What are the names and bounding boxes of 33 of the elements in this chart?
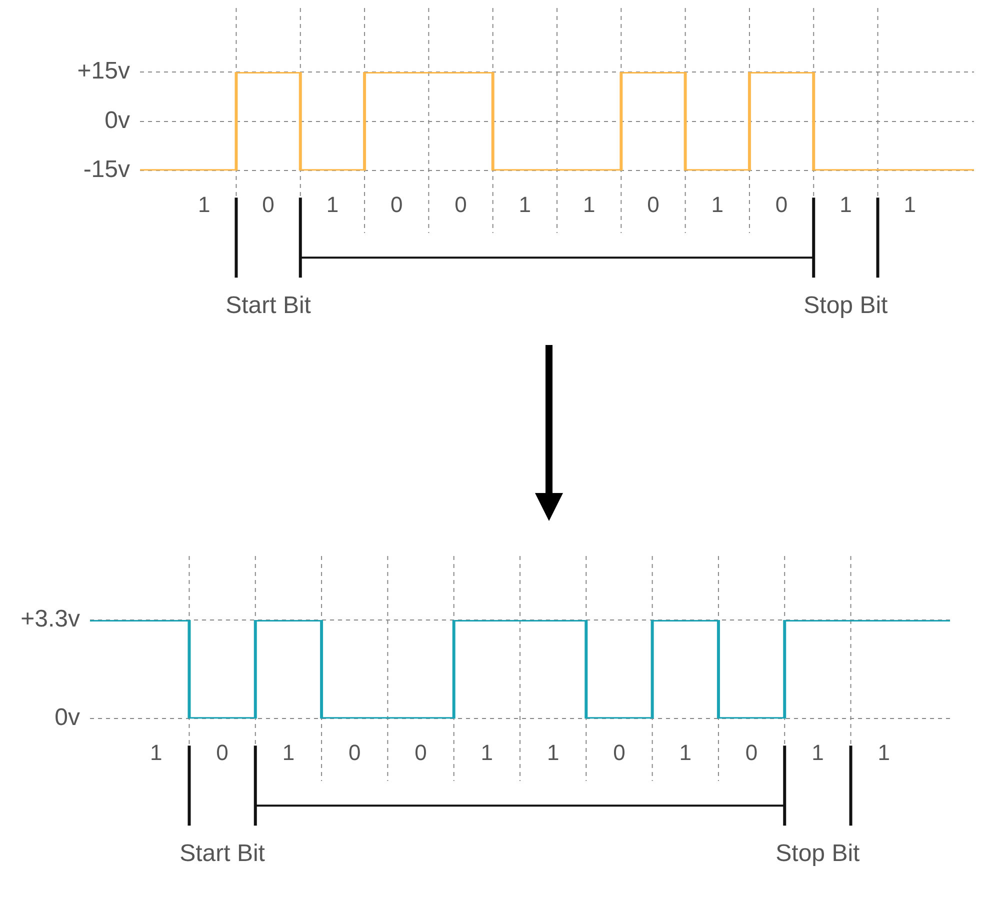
x-tick-label: 0 bbox=[414, 740, 427, 765]
x-tick-label: 0 bbox=[775, 192, 788, 217]
y-tick-label: -15v bbox=[83, 156, 130, 184]
x-tick-label: 1 bbox=[904, 192, 916, 217]
x-tick-label: 1 bbox=[679, 740, 692, 765]
x-tick-label: 1 bbox=[812, 740, 824, 765]
text: Start Bit bbox=[178, 840, 266, 868]
x-tick-label: 0 bbox=[647, 192, 660, 217]
x-tick-label: 1 bbox=[198, 192, 210, 217]
x-tick-label: 0 bbox=[745, 740, 758, 765]
x-tick-label: 1 bbox=[582, 192, 596, 217]
x-tick-label: 1 bbox=[480, 740, 494, 765]
text: Stop Bit bbox=[774, 840, 861, 868]
y-tick-label: +15v bbox=[77, 58, 130, 85]
y-tick-label: 0v bbox=[54, 704, 80, 732]
x-tick-label: 0 bbox=[348, 740, 361, 765]
x-tick-label: 0 bbox=[613, 740, 626, 765]
x-tick-label: 0 bbox=[216, 740, 228, 765]
text: Stop Bit bbox=[802, 292, 889, 320]
x-tick-label: 0 bbox=[262, 192, 274, 217]
x-tick-label: 1 bbox=[711, 192, 724, 217]
x-tick-label: 1 bbox=[546, 740, 560, 765]
y-tick-label: +3.3v bbox=[20, 606, 80, 633]
x-tick-label: 1 bbox=[840, 192, 852, 217]
x-tick-label: 1 bbox=[150, 740, 162, 765]
x-tick-label: 1 bbox=[518, 192, 532, 217]
text: Start Bit bbox=[224, 292, 312, 320]
x-tick-label: 1 bbox=[878, 740, 890, 765]
y-tick-label: 0v bbox=[104, 106, 130, 134]
x-tick-label: 1 bbox=[326, 192, 339, 217]
x-tick-label: 0 bbox=[454, 192, 467, 217]
x-tick-label: 0 bbox=[390, 192, 403, 217]
x-tick-label: 1 bbox=[282, 740, 295, 765]
